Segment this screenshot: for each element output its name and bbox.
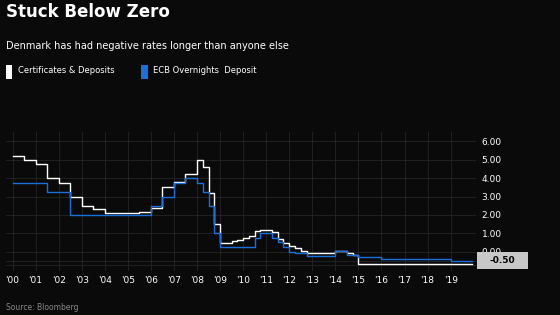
- Certificates & Deposits: [413, 262, 419, 266]
- Text: ECB Overnights  Deposit: ECB Overnights Deposit: [153, 66, 257, 75]
- Text: -0.50: -0.50: [489, 256, 515, 265]
- Text: Stuck Below Zero: Stuck Below Zero: [6, 3, 170, 21]
- Certificates & Deposits: [343, 251, 350, 255]
- Certificates & Deposits: [469, 262, 475, 266]
- ECB Overnights  Deposit: [297, 252, 304, 255]
- Certificates & Deposits: [292, 246, 298, 250]
- Line: ECB Overnights  Deposit: ECB Overnights Deposit: [12, 178, 472, 261]
- Certificates & Deposits: [171, 180, 178, 184]
- Certificates & Deposits: [9, 154, 16, 158]
- ECB Overnights  Deposit: [182, 176, 189, 180]
- ECB Overnights  Deposit: [469, 259, 475, 263]
- ECB Overnights  Deposit: [303, 254, 310, 258]
- ECB Overnights  Deposit: [171, 181, 178, 185]
- Line: Certificates & Deposits: Certificates & Deposits: [12, 156, 472, 264]
- Text: Denmark has had negative rates longer than anyone else: Denmark has had negative rates longer th…: [6, 41, 288, 51]
- ECB Overnights  Deposit: [447, 259, 454, 263]
- Certificates & Deposits: [280, 242, 287, 245]
- ECB Overnights  Deposit: [280, 245, 287, 249]
- ECB Overnights  Deposit: [9, 181, 16, 185]
- Certificates & Deposits: [274, 237, 281, 241]
- Text: Certificates & Deposits: Certificates & Deposits: [18, 66, 115, 75]
- ECB Overnights  Deposit: [286, 250, 292, 254]
- Text: Source: Bloomberg: Source: Bloomberg: [6, 303, 78, 312]
- ECB Overnights  Deposit: [349, 253, 356, 257]
- Certificates & Deposits: [355, 262, 362, 266]
